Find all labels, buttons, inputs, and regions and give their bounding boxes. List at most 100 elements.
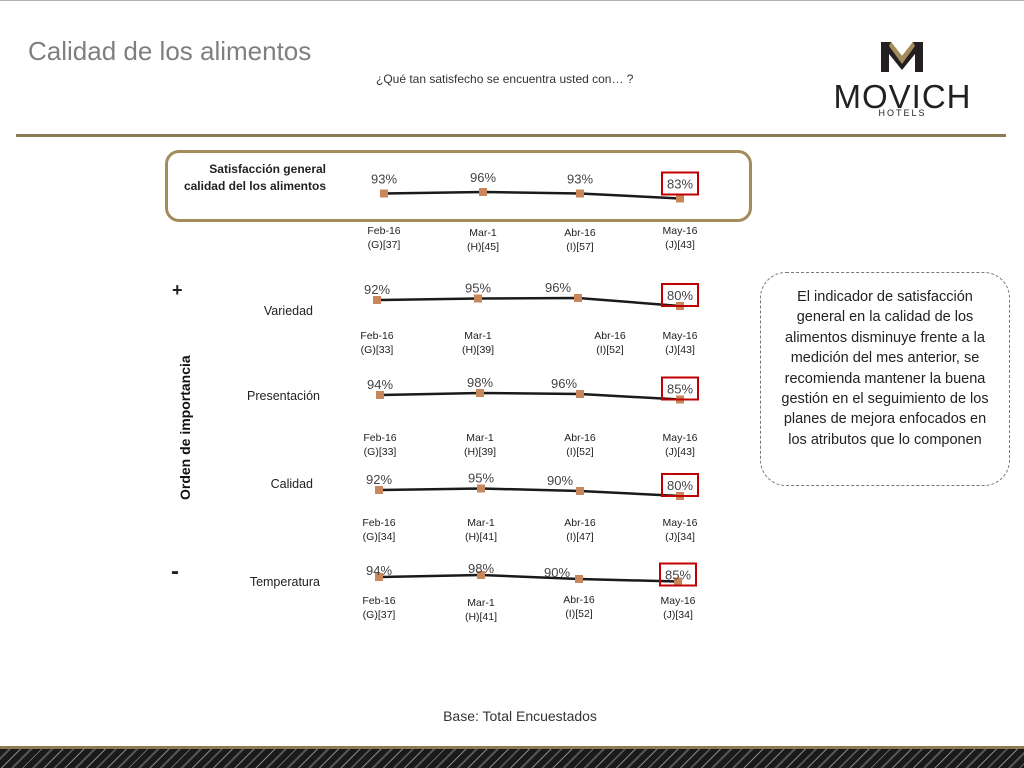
data-point — [477, 484, 485, 493]
data-label: 98% — [467, 375, 493, 390]
data-point — [380, 189, 388, 198]
category-label: Abr-16 — [563, 594, 595, 606]
data-point — [576, 189, 584, 198]
data-label: 80% — [667, 478, 693, 493]
base-label: (I)[52] — [596, 344, 624, 356]
base-label: (G)[34] — [363, 531, 396, 543]
series-line — [378, 573, 679, 583]
category-label: Feb-16 — [362, 595, 395, 607]
category-label: May-16 — [660, 595, 695, 607]
data-label: 85% — [665, 568, 691, 583]
axis-plus: + — [172, 280, 183, 300]
highlight-frame — [661, 171, 699, 196]
logo-mark-icon — [881, 42, 923, 72]
base-label: (J)[43] — [665, 239, 695, 251]
base-label: (H)[39] — [464, 446, 496, 458]
data-label: 80% — [667, 288, 693, 303]
data-point — [476, 389, 484, 397]
base-label: (I)[52] — [566, 446, 594, 458]
base-label: (J)[43] — [665, 344, 695, 356]
data-label: 83% — [667, 177, 693, 192]
movich-logo — [815, 38, 990, 122]
data-label: 95% — [465, 281, 491, 296]
data-point — [575, 575, 583, 583]
base-label: (G)[33] — [361, 344, 394, 356]
base-label: (H)[45] — [467, 241, 499, 253]
data-point — [576, 390, 584, 398]
data-label: 85% — [667, 382, 693, 397]
data-label: 93% — [567, 172, 593, 187]
row-label-general-line1: Satisfacción general — [209, 162, 326, 176]
data-label: 96% — [551, 376, 577, 391]
row-label-general: Satisfacción general calidad del los ali… — [170, 161, 326, 195]
row-label-calidad: Calidad — [270, 477, 313, 491]
page-subtitle: ¿Qué tan satisfecho se encuentra usted c… — [376, 72, 634, 86]
highlight-frame — [661, 283, 699, 307]
series-line — [379, 391, 681, 401]
base-label: (G)[37] — [363, 609, 396, 621]
data-point — [574, 294, 582, 302]
data-point — [674, 577, 682, 586]
row-label-variedad: Variedad — [263, 304, 313, 318]
base-label: (I)[52] — [565, 608, 593, 620]
data-label: 96% — [545, 280, 571, 295]
logo-word: MOVICH — [833, 78, 972, 115]
data-label: 90% — [547, 473, 573, 488]
series-line — [376, 296, 681, 308]
base-label: (G)[33] — [364, 446, 397, 458]
bottom-decorative-band — [0, 746, 1024, 768]
page-title: Calidad de los alimentos — [28, 36, 312, 66]
base-label: (H)[41] — [465, 611, 497, 623]
base-label: (J)[34] — [663, 609, 693, 621]
data-point — [373, 296, 381, 304]
category-label: May-16 — [662, 432, 697, 444]
category-label: Mar-1 — [467, 597, 495, 609]
data-point — [376, 391, 384, 399]
row-label-temperatura: Temperatura — [249, 575, 320, 589]
category-label: Abr-16 — [594, 330, 626, 342]
data-label: 92% — [364, 282, 390, 297]
data-point — [576, 487, 584, 495]
data-label: 94% — [366, 563, 392, 578]
axis-minus: - — [171, 558, 179, 585]
category-label: May-16 — [662, 517, 697, 529]
base-label: (I)[47] — [566, 531, 594, 543]
highlight-frame — [659, 562, 697, 587]
category-label: May-16 — [662, 330, 697, 342]
category-label: Mar-1 — [469, 227, 497, 239]
data-point — [474, 294, 482, 303]
data-label: 95% — [468, 471, 494, 486]
category-label: Abr-16 — [564, 227, 596, 239]
highlight-frame — [661, 473, 699, 497]
category-label: May-16 — [662, 225, 697, 237]
data-label: 96% — [470, 170, 496, 185]
base-label: (J)[34] — [665, 531, 695, 543]
data-label: 93% — [371, 172, 397, 187]
data-point — [676, 194, 684, 203]
data-point — [375, 486, 383, 494]
category-label: Mar-1 — [467, 517, 495, 529]
highlight-frame — [661, 376, 699, 401]
data-label: 92% — [366, 472, 392, 487]
category-label: Mar-1 — [464, 330, 492, 342]
base-label: (H)[39] — [462, 344, 494, 356]
base-label: (J)[43] — [665, 446, 695, 458]
insight-note: El indicador de satisfacción general en … — [760, 272, 1010, 486]
data-label: 90% — [544, 565, 570, 580]
data-label: 94% — [367, 377, 393, 392]
category-label: Feb-16 — [363, 432, 396, 444]
base-label: (H)[41] — [465, 531, 497, 543]
row-label-general-line2: calidad del los alimentos — [183, 179, 326, 193]
header-divider — [16, 134, 1006, 137]
data-point — [477, 571, 485, 579]
top-rule — [0, 0, 1024, 1]
data-label: 98% — [468, 561, 494, 576]
series-line — [383, 190, 681, 200]
category-label: Abr-16 — [564, 432, 596, 444]
logo-sub: HOTELS — [878, 108, 927, 118]
overall-satisfaction-box — [165, 150, 752, 222]
data-point — [375, 573, 383, 581]
series-line — [378, 487, 681, 498]
data-point — [479, 188, 487, 196]
